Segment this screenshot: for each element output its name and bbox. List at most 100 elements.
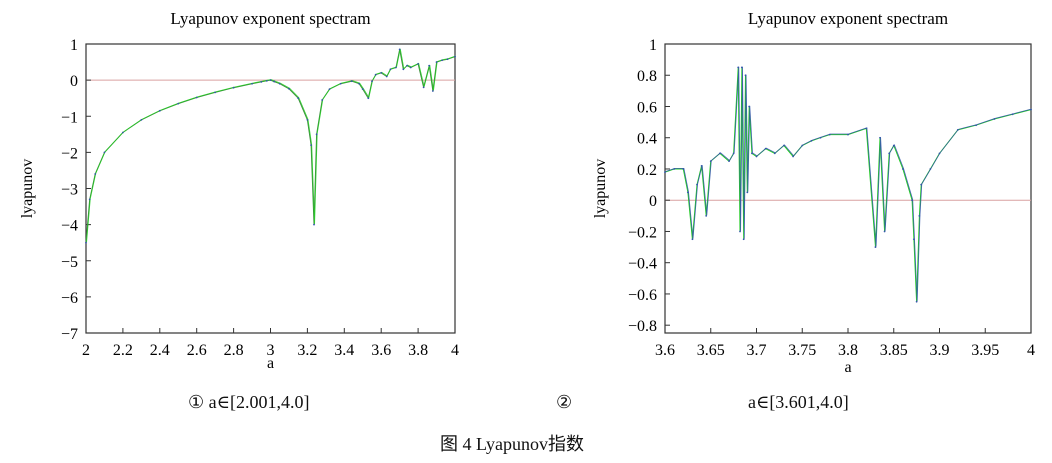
chart-right: Lyapunov exponent spectram 3.6 3.65 3.7 3.75… [592, 9, 1035, 376]
data-point [158, 109, 161, 112]
chart-left: Lyapunov exponent spectram 2 2.2 2.4 2.6 2.8 3… [19, 9, 459, 372]
data-point [265, 79, 268, 82]
data-point [755, 155, 758, 158]
x-tick-label: 3.2 [297, 342, 317, 359]
x-tick-label: 2.6 [187, 342, 207, 359]
data-point [744, 74, 747, 77]
data-point [269, 79, 272, 82]
x-tick-label: 3.8 [838, 342, 858, 359]
data-point [260, 81, 263, 83]
data-point [85, 241, 87, 244]
data-point [251, 82, 253, 85]
data-point [801, 144, 804, 147]
data-point [737, 66, 740, 69]
data-point [912, 238, 915, 241]
x-tick-label: 3.6 [655, 342, 675, 359]
data-point [446, 58, 449, 61]
x-tick-label: 3.8 [408, 342, 428, 359]
y-tick-label: 0.2 [637, 162, 657, 179]
x-tick-label: 3.4 [334, 342, 354, 359]
data-point [441, 59, 443, 62]
chart-title: Lyapunov exponent spectram [748, 9, 948, 28]
data-point [929, 168, 932, 170]
data-point [746, 191, 749, 194]
x-tick-label: 4 [1027, 342, 1035, 359]
y-tick-label: 0.6 [637, 99, 657, 116]
x-tick-label: 3.6 [371, 342, 391, 359]
y-tick-label: 0.4 [637, 131, 657, 148]
subfigure-caption-1: ① a∈[2.001,4.0] [188, 392, 310, 412]
data-point [742, 238, 745, 241]
y-tick-label: −4 [61, 218, 78, 235]
data-point [874, 246, 877, 248]
data-point [783, 144, 785, 147]
data-point [911, 199, 913, 202]
data-point [339, 82, 342, 85]
data-point [435, 61, 438, 63]
x-axis-label: a [844, 359, 851, 376]
data-point [406, 64, 408, 67]
data-point [918, 214, 921, 217]
data-point [1030, 108, 1032, 111]
x-tick-label: 3.75 [788, 342, 816, 359]
data-point [428, 64, 431, 67]
data-point [847, 133, 849, 136]
y-tick-label: 1 [649, 37, 657, 54]
data-point [739, 230, 741, 233]
data-point [358, 82, 360, 85]
data-point [306, 118, 309, 121]
data-point [361, 88, 364, 91]
data-point [367, 97, 370, 100]
data-point [94, 173, 97, 175]
data-point [719, 152, 721, 155]
data-point [288, 87, 290, 90]
y-tick-label: −5 [61, 254, 78, 271]
data-point [709, 160, 712, 163]
subfigure-caption-2-number: ② [556, 392, 573, 412]
y-tick-label: 0 [70, 73, 78, 90]
data-point [278, 82, 281, 85]
x-tick-label: 2.4 [150, 342, 170, 359]
data-point [297, 97, 300, 100]
data-point [140, 118, 143, 121]
data-point [417, 62, 419, 65]
data-point [315, 133, 318, 136]
data-point [374, 73, 377, 76]
y-tick-label: −3 [61, 182, 78, 199]
data-point [232, 86, 235, 89]
y-tick-label: −2 [61, 145, 78, 162]
y-tick-label: −7 [61, 326, 78, 343]
data-point [195, 96, 198, 99]
y-axis-label: lyapunov [592, 159, 609, 219]
data-point [879, 136, 881, 139]
data-point [920, 183, 923, 186]
data-point [380, 72, 383, 74]
plot-frame [85, 43, 456, 334]
data-point [819, 136, 822, 139]
y-tick-label: −0.2 [628, 224, 657, 241]
data-point [409, 66, 412, 69]
data-point [686, 191, 689, 194]
data-point [751, 152, 753, 155]
y-tick-label: −0.6 [628, 287, 657, 304]
data-point [398, 48, 401, 51]
x-tick-label: 2.2 [113, 342, 133, 359]
y-tick-label: −1 [61, 109, 78, 126]
y-axis-label: lyapunov [19, 159, 36, 219]
x-tick-label: 4 [451, 342, 459, 359]
data-point [748, 105, 751, 108]
data-point [395, 66, 397, 69]
data-point [682, 168, 685, 170]
subfigure-caption-2: a∈[3.601,4.0] [748, 392, 849, 412]
x-tick-label: 3.85 [880, 342, 908, 359]
y-tick-label: −6 [61, 290, 78, 307]
data-point [728, 160, 730, 163]
data-point [828, 133, 831, 136]
data-point [705, 214, 708, 217]
data-point [700, 164, 703, 167]
data-point [88, 198, 91, 201]
data-point [402, 68, 405, 71]
data-point [422, 86, 425, 89]
data-point [214, 91, 217, 94]
data-point [810, 139, 813, 142]
